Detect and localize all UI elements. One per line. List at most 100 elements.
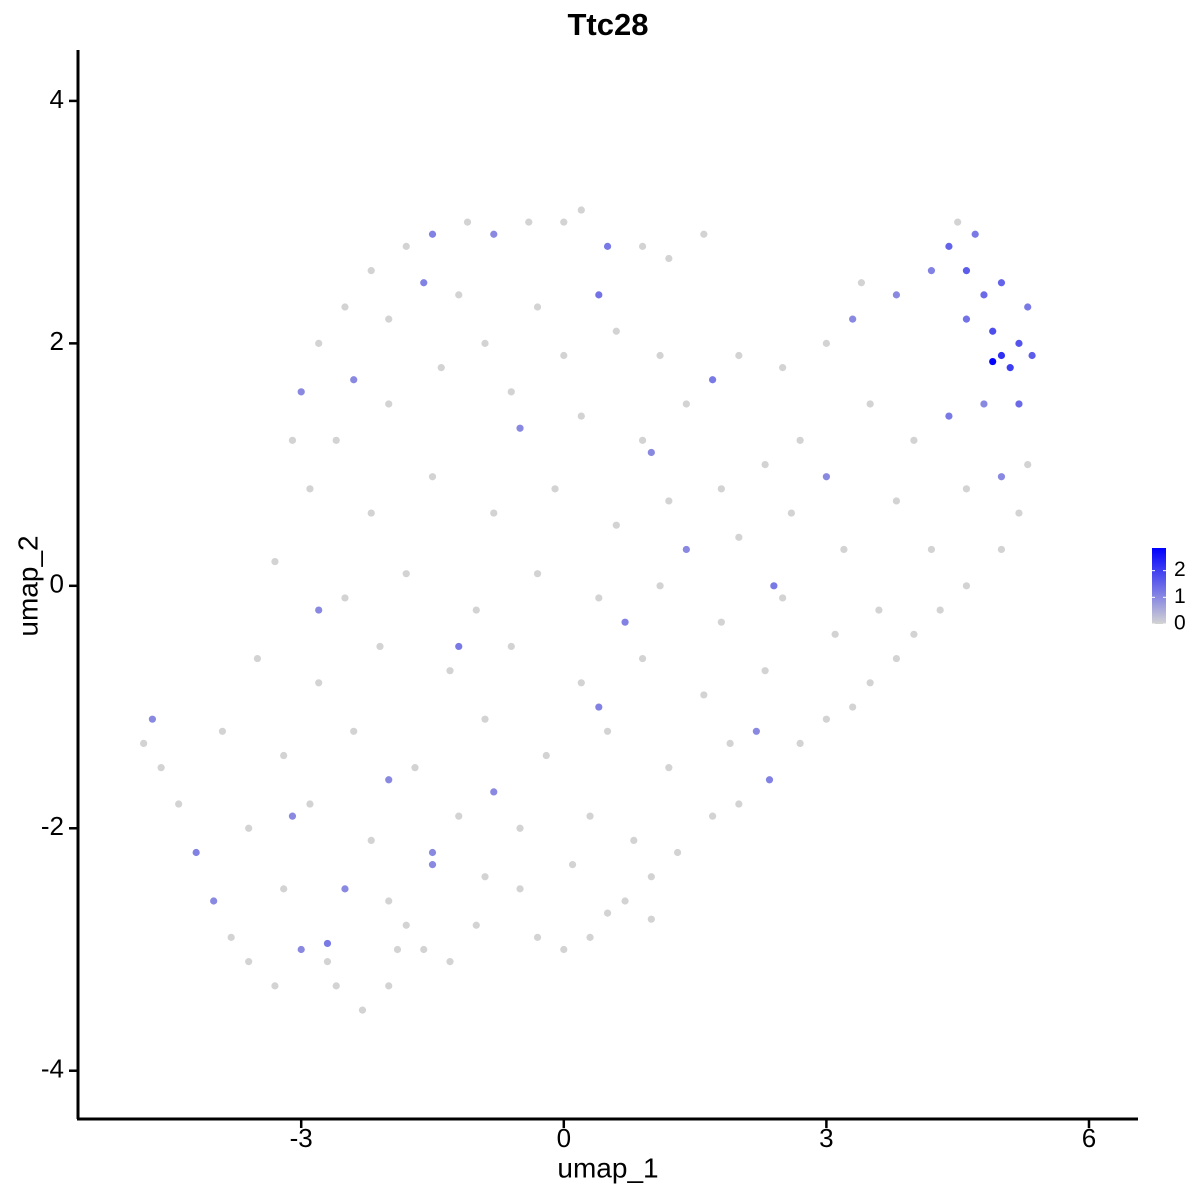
point [849,315,857,323]
point [735,533,743,541]
point [315,339,323,347]
point [350,727,358,735]
x-tick-label: 6 [1082,1123,1096,1153]
point [253,654,262,663]
point [997,279,1006,287]
point [533,303,542,311]
point [148,715,157,723]
point [866,400,874,408]
point [280,751,288,760]
point [647,915,655,923]
point [717,485,725,493]
point [682,400,690,408]
point [420,945,428,954]
chart-title: Ttc28 [568,7,649,42]
point [376,642,384,651]
point [621,897,629,905]
point [315,606,323,614]
point [1015,339,1023,347]
y-tick-label: 2 [50,326,64,356]
point [849,703,857,711]
point [341,885,349,893]
point [700,230,708,238]
point [568,861,577,869]
point [472,921,480,929]
point [822,473,830,481]
point [971,230,979,238]
point [218,727,227,735]
point [997,545,1006,554]
point [962,582,971,590]
point [647,448,655,457]
point [507,642,515,651]
point [603,727,612,735]
point [516,824,524,832]
point [962,267,971,275]
point [1015,400,1023,408]
point [332,982,340,990]
point [708,812,717,820]
point [1024,303,1032,311]
y-axis-label: umap_2 [12,535,43,636]
point [306,485,314,493]
point [765,776,774,784]
point [656,582,664,590]
point [428,848,437,857]
point [621,618,629,626]
point [385,982,393,990]
point [323,958,332,966]
point [796,436,804,444]
point [533,570,542,578]
point [280,885,288,893]
point [840,545,848,554]
point [910,630,918,638]
point [455,642,463,651]
point [866,679,874,687]
y-tick-label: 4 [50,84,64,114]
point [954,218,962,226]
point [936,606,944,614]
point [323,939,332,948]
point [140,739,148,748]
point [770,582,778,590]
point [603,242,612,250]
colorbar [1152,548,1166,624]
point [726,739,734,748]
point [1015,509,1023,517]
point [227,933,235,941]
point [385,897,393,905]
point [332,436,340,444]
point [560,351,568,360]
point [910,436,918,444]
point [612,521,620,529]
point [735,351,743,360]
x-tick-label: -3 [290,1123,313,1153]
point [665,254,673,263]
point [927,267,936,275]
x-axis-label: umap_1 [557,1152,658,1183]
point [586,933,594,941]
point [385,776,393,784]
point [385,315,393,323]
y-tick-label: 0 [50,569,64,599]
point [481,873,489,881]
point [980,400,988,408]
point [481,339,489,347]
point [945,412,953,420]
point [525,218,533,226]
point [533,933,542,941]
point [735,800,743,808]
point [980,291,988,299]
points [140,206,1036,1014]
point [875,606,883,614]
point [490,788,498,796]
point [297,945,305,954]
point [1024,460,1032,469]
point [288,436,297,444]
point [402,570,410,578]
y-tick-label: -2 [41,811,64,841]
point [962,485,971,493]
point [638,242,647,250]
point [673,848,682,857]
